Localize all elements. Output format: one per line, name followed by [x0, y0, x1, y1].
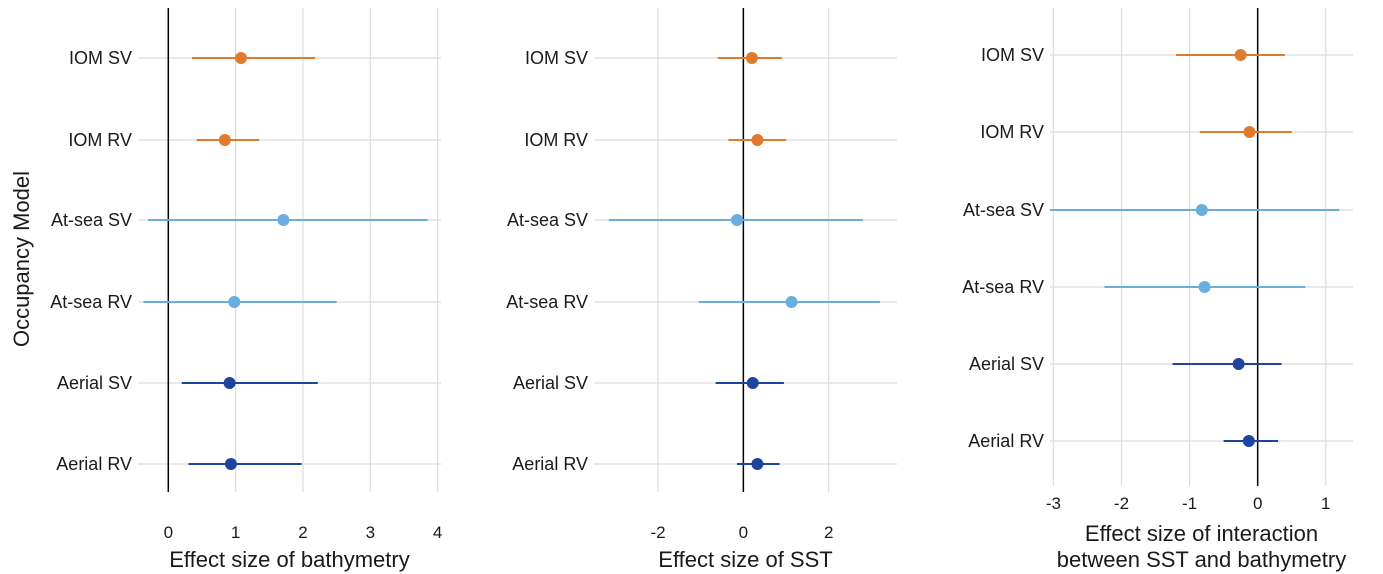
estimate-point — [1234, 49, 1247, 61]
category-label: At-sea SV — [507, 210, 588, 230]
category-label: IOM SV — [981, 45, 1044, 65]
x-tick-label: 2 — [298, 523, 307, 542]
x-tick-label: -2 — [1114, 494, 1129, 513]
x-tick-label: 3 — [366, 523, 375, 542]
category-label: Aerial SV — [513, 373, 588, 393]
category-label: Aerial SV — [969, 354, 1044, 374]
category-label: At-sea RV — [50, 292, 132, 312]
estimate-point — [730, 214, 743, 226]
estimate-point — [751, 134, 764, 146]
estimate-point — [218, 134, 231, 146]
x-axis-title: Effect size of interaction — [1085, 521, 1318, 546]
x-tick-label: 0 — [1253, 494, 1262, 513]
estimate-point — [785, 296, 798, 308]
estimate-point — [1232, 358, 1245, 370]
estimate-point — [235, 52, 248, 64]
category-label: IOM RV — [68, 130, 132, 150]
x-tick-label: 1 — [1321, 494, 1330, 513]
estimate-point — [751, 458, 764, 470]
category-label: IOM SV — [69, 48, 132, 68]
panel-interaction: IOM SV IOM RV At-sea SV At-sea RV Aerial SV A… — [962, 8, 1353, 572]
category-label: Aerial SV — [57, 373, 132, 393]
x-axis-title: between SST and bathymetry — [1057, 547, 1346, 572]
estimate-point — [746, 377, 759, 389]
x-tick-label: 2 — [824, 523, 833, 542]
category-label: At-sea SV — [51, 210, 132, 230]
x-tick-label: -2 — [650, 523, 665, 542]
category-label: IOM SV — [525, 48, 588, 68]
category-label: Aerial RV — [968, 431, 1044, 451]
category-label: At-sea RV — [962, 277, 1044, 297]
category-label: IOM RV — [524, 130, 588, 150]
x-tick-label: 0 — [739, 523, 748, 542]
x-tick-label: 1 — [231, 523, 240, 542]
panel-bathymetry: IOM SV IOM RV At-sea SV At-sea RV Aerial SV A… — [50, 8, 442, 572]
x-tick-label: -1 — [1182, 494, 1197, 513]
category-label: Aerial RV — [512, 454, 588, 474]
y-axis-title: Occupancy Model — [9, 171, 34, 347]
panel-sst: IOM SV IOM RV At-sea SV At-sea RV Aerial SV A… — [506, 8, 897, 572]
estimate-point — [224, 458, 237, 470]
x-tick-label: 0 — [164, 523, 173, 542]
x-axis-title: Effect size of SST — [658, 547, 832, 572]
x-tick-label: 4 — [433, 523, 442, 542]
category-label: IOM RV — [980, 122, 1044, 142]
estimate-point — [228, 296, 241, 308]
category-label: At-sea SV — [963, 200, 1044, 220]
estimate-point — [1198, 281, 1211, 293]
estimate-point — [277, 214, 290, 226]
category-label: Aerial RV — [56, 454, 132, 474]
category-label: At-sea RV — [506, 292, 588, 312]
estimate-point — [223, 377, 236, 389]
estimate-point — [745, 52, 758, 64]
x-axis-title: Effect size of bathymetry — [169, 547, 409, 572]
estimate-point — [1195, 204, 1208, 216]
estimate-point — [1242, 435, 1255, 447]
x-tick-label: -3 — [1046, 494, 1061, 513]
estimate-point — [1243, 126, 1256, 138]
